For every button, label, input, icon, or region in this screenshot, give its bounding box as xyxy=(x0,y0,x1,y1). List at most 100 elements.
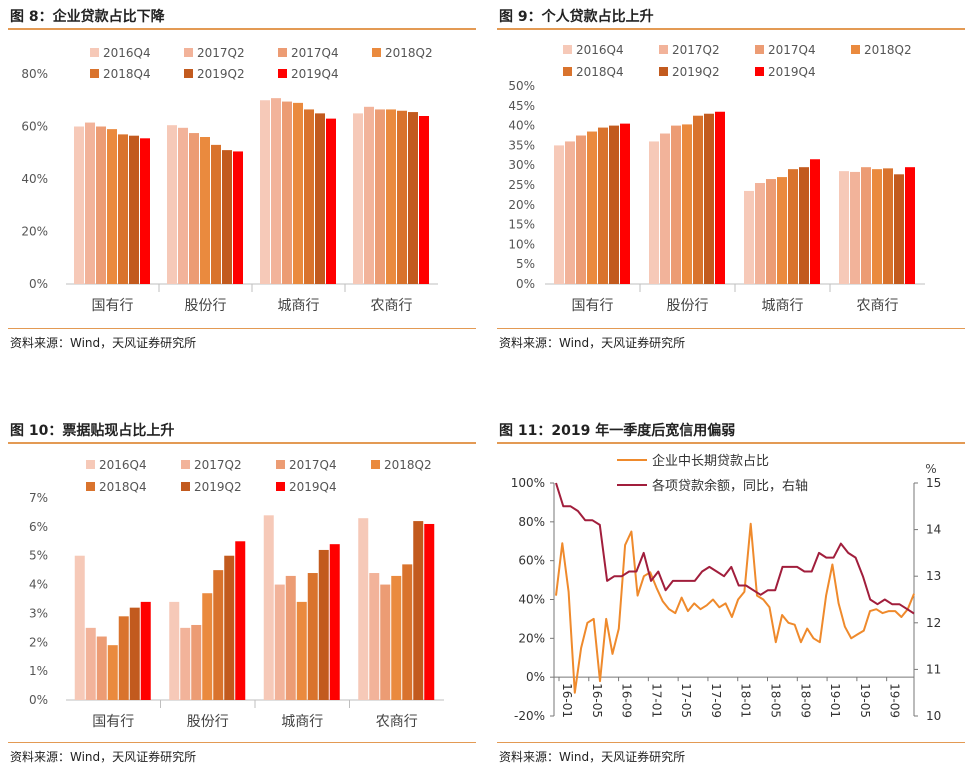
figure-8-title-rule xyxy=(8,28,476,30)
bar-农商行-2017Q4 xyxy=(375,109,385,284)
bar-城商行-2019Q2 xyxy=(799,167,809,284)
legend-label-2017Q2: 2017Q2 xyxy=(672,43,720,57)
legend-label-2017Q4: 2017Q4 xyxy=(291,46,339,60)
bar-股份行-2019Q2 xyxy=(222,150,232,284)
figure-11-title-rule xyxy=(497,442,965,444)
bar-股份行-2017Q4 xyxy=(189,133,199,284)
legend-swatch-2018Q2 xyxy=(851,45,860,54)
bar-城商行-2017Q2 xyxy=(271,98,281,285)
bar-股份行-2019Q4 xyxy=(715,111,725,285)
x-tick-label: 17-09 xyxy=(709,683,723,718)
y-tick-label: 0% xyxy=(29,277,48,291)
y-tick-label: 0% xyxy=(29,693,48,707)
bar-国有行-2019Q4 xyxy=(620,123,630,285)
figure-10-chart: 2016Q4 2017Q2 2017Q4 2018Q2 2018Q4 2019Q2 2019… xyxy=(29,458,444,730)
bar-城商行-2017Q4 xyxy=(282,101,292,284)
legend-label-2017Q2: 2017Q2 xyxy=(194,458,242,472)
x-tick-label: 19-05 xyxy=(858,683,872,718)
y-tick-label: 40% xyxy=(508,119,535,133)
figure-9-chart: 2016Q4 2017Q2 2017Q4 2018Q2 2018Q4 2019Q2 2019… xyxy=(508,43,925,314)
x-category-label: 国有行 xyxy=(572,298,614,314)
figure-10-source: 资料来源：Wind，天风证券研究所 xyxy=(10,750,197,764)
bar-国有行-2019Q4 xyxy=(140,138,150,284)
right-tick-label: 11 xyxy=(926,662,941,676)
bar-城商行-2019Q4 xyxy=(810,159,820,284)
left-tick-label: 20% xyxy=(518,631,545,645)
y-tick-label: 45% xyxy=(508,99,535,113)
bar-农商行-2017Q2 xyxy=(364,106,374,284)
bar-股份行-2017Q4 xyxy=(191,624,202,700)
legend-swatch-2019Q4 xyxy=(755,67,764,76)
bar-股份行-2019Q2 xyxy=(704,113,714,284)
legend-label-2019Q2: 2019Q2 xyxy=(672,65,720,79)
x-tick-label: 17-01 xyxy=(649,683,663,718)
left-tick-label: 0% xyxy=(526,670,545,684)
x-tick-label: 18-09 xyxy=(798,683,812,718)
bar-股份行-2018Q2 xyxy=(200,137,210,284)
bar-国有行-2019Q2 xyxy=(609,125,619,284)
bar-城商行-2017Q2 xyxy=(755,183,765,284)
bar-城商行-2019Q4 xyxy=(326,118,336,284)
bar-股份行-2018Q4 xyxy=(211,144,221,284)
bar-城商行-2017Q4 xyxy=(285,575,296,700)
legend-label-2016Q4: 2016Q4 xyxy=(103,46,151,60)
series-line-growth xyxy=(555,482,915,615)
legend-swatch-2018Q2 xyxy=(372,48,381,57)
figure-9-panel: 图 9：个人贷款占比上升 2016Q4 2017Q2 2017Q4 2018Q2 201… xyxy=(497,2,965,352)
legend-swatch-2018Q4 xyxy=(563,67,572,76)
bar-农商行-2016Q4 xyxy=(358,518,369,700)
bar-农商行-2018Q2 xyxy=(391,575,402,700)
bar-国有行-2017Q2 xyxy=(85,122,95,284)
left-tick-label: 60% xyxy=(518,554,545,568)
bar-国有行-2016Q4 xyxy=(74,126,84,284)
legend-label-2016Q4: 2016Q4 xyxy=(576,43,624,57)
bar-股份行-2016Q4 xyxy=(167,125,177,284)
x-category-label: 城商行 xyxy=(281,714,323,730)
bar-国有行-2019Q4 xyxy=(140,601,151,700)
legend-label-2018Q4: 2018Q4 xyxy=(99,480,147,494)
bar-农商行-2019Q2 xyxy=(894,174,904,284)
x-tick-label: 19-09 xyxy=(888,683,902,718)
bar-城商行-2018Q4 xyxy=(307,573,318,700)
bar-农商行-2019Q2 xyxy=(408,112,418,284)
figure-8-source: 资料来源：Wind，天风证券研究所 xyxy=(10,336,197,350)
figure-11-bottom-rule xyxy=(497,742,965,743)
bar-国有行-2017Q2 xyxy=(565,141,575,284)
bar-股份行-2018Q2 xyxy=(682,124,692,284)
y-tick-label: 10% xyxy=(508,237,535,251)
bar-股份行-2016Q4 xyxy=(649,141,659,284)
bar-农商行-2019Q2 xyxy=(413,521,424,700)
bar-股份行-2019Q2 xyxy=(224,555,235,700)
bar-国有行-2018Q4 xyxy=(118,134,128,284)
bar-城商行-2016Q4 xyxy=(263,515,274,700)
bar-国有行-2017Q2 xyxy=(85,627,96,700)
bar-股份行-2018Q4 xyxy=(213,570,224,700)
legend-label-2018Q2: 2018Q2 xyxy=(864,43,912,57)
legend-label-2017Q4: 2017Q4 xyxy=(768,43,816,57)
legend-label-2018Q4: 2018Q4 xyxy=(103,67,151,81)
bar-农商行-2018Q2 xyxy=(872,169,882,284)
figure-10-bottom-rule xyxy=(8,742,476,743)
x-category-label: 农商行 xyxy=(376,714,418,730)
figure-9-source: 资料来源：Wind，天风证券研究所 xyxy=(499,336,686,350)
legend-label-2018Q2: 2018Q2 xyxy=(385,46,433,60)
x-tick-label: 18-01 xyxy=(739,683,753,718)
x-tick-label: 17-05 xyxy=(679,683,693,718)
x-category-label: 城商行 xyxy=(762,298,804,314)
legend-swatch-2017Q2 xyxy=(184,48,193,57)
x-category-label: 农商行 xyxy=(371,298,413,314)
y-tick-label: 80% xyxy=(21,67,48,81)
right-tick-label: 14 xyxy=(926,523,941,537)
y-tick-label: 0% xyxy=(516,277,535,291)
bar-股份行-2018Q2 xyxy=(202,593,213,700)
legend-swatch-2016Q4 xyxy=(563,45,572,54)
y-tick-label: 3% xyxy=(29,606,48,620)
bar-股份行-2018Q4 xyxy=(693,115,703,284)
bar-股份行-2019Q4 xyxy=(233,151,243,284)
bar-城商行-2018Q4 xyxy=(788,169,798,284)
y-tick-label: 7% xyxy=(29,491,48,505)
y-tick-label: 5% xyxy=(29,549,48,563)
series-line-share xyxy=(555,522,915,694)
bar-国有行-2016Q4 xyxy=(74,555,85,700)
bar-城商行-2019Q2 xyxy=(315,113,325,284)
